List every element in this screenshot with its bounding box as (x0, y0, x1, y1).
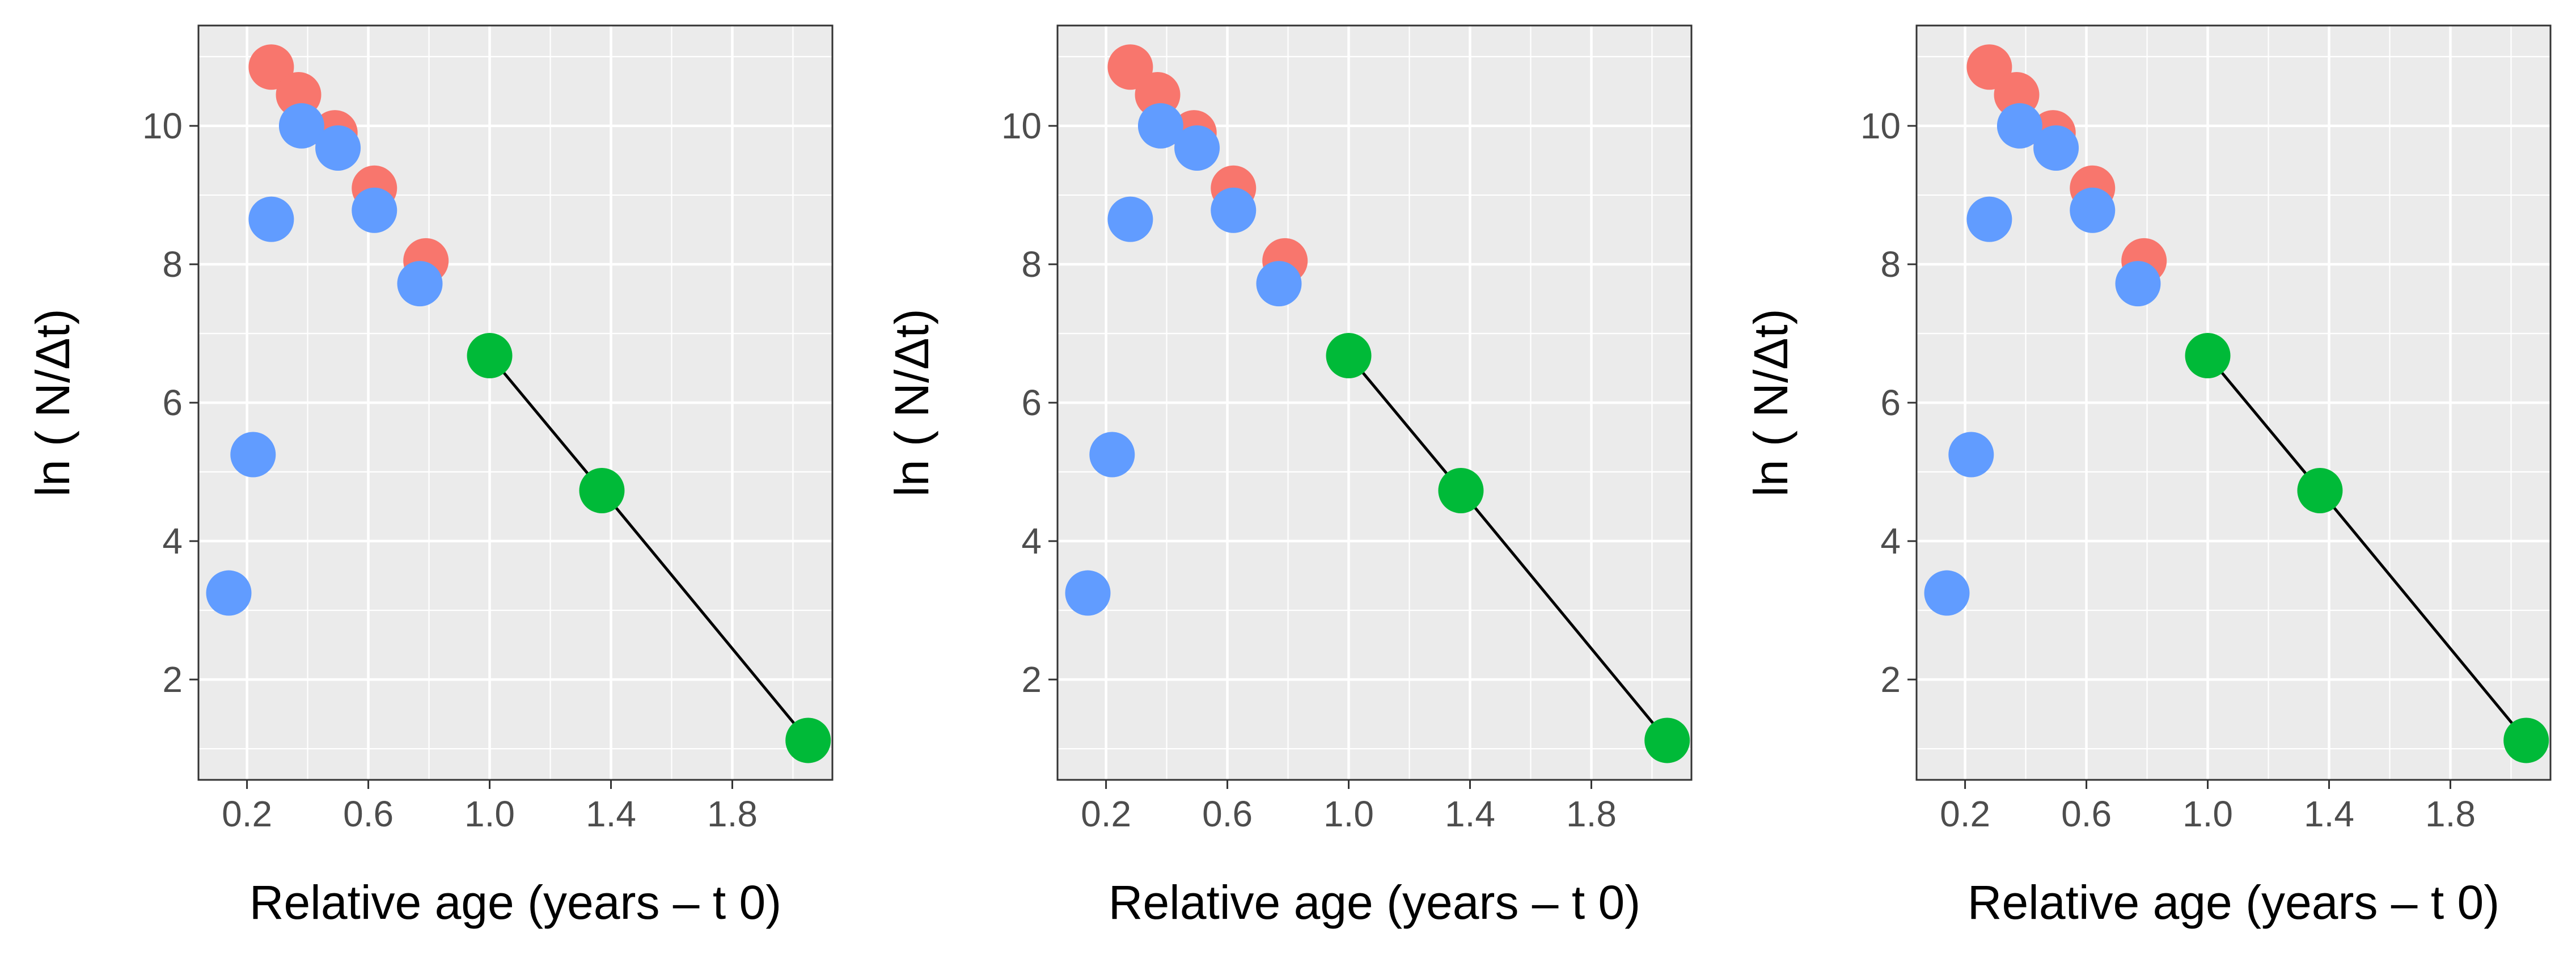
data-point-series-2 (248, 196, 294, 242)
data-point-series-2 (1211, 187, 1257, 233)
data-point-series-2 (278, 103, 324, 149)
x-tick-label: 1.4 (2304, 793, 2354, 834)
x-tick-label: 1.8 (1566, 793, 1617, 834)
data-point-series-3 (785, 717, 831, 763)
data-point-series-2 (1256, 261, 1302, 307)
y-tick-label: 2 (162, 659, 183, 700)
data-point-series-3 (2185, 333, 2231, 379)
data-point-series-3 (579, 467, 625, 513)
chart-panel-3: 0.2 0.6 1.0 1.4 1.8 2 4 6 8 10 Relative age (years… (1744, 24, 2552, 929)
x-tick-label: 0.6 (343, 793, 394, 834)
y-tick-label: 4 (162, 521, 183, 562)
y-tick-label: 10 (1001, 105, 1042, 146)
data-point-series-3 (1644, 717, 1690, 763)
y-tick-label: 4 (1021, 521, 1042, 562)
data-point-series-2 (397, 261, 443, 307)
y-tick-label: 8 (1880, 244, 1901, 285)
y-tick-label: 6 (1021, 382, 1042, 423)
x-tick-label: 0.6 (1202, 793, 1253, 834)
y-tick-label: 8 (162, 244, 183, 285)
data-point-series-1 (1107, 44, 1153, 90)
y-tick-label: 6 (162, 382, 183, 423)
data-point-series-2 (1065, 570, 1111, 616)
x-tick-label: 1.4 (1445, 793, 1495, 834)
y-tick-label: 2 (1880, 659, 1901, 700)
data-point-series-1 (248, 44, 294, 90)
y-axis-title: ln ( N/Δt) (26, 309, 79, 496)
x-tick-label: 0.2 (1940, 793, 1990, 834)
y-tick-label: 4 (1880, 521, 1901, 562)
data-point-series-3 (1326, 333, 1372, 379)
data-point-series-2 (315, 125, 361, 171)
data-point-series-2 (206, 570, 252, 616)
x-tick-label: 0.6 (2061, 793, 2112, 834)
x-axis-title: Relative age (years – t 0) (249, 876, 781, 929)
data-point-series-2 (1966, 196, 2012, 242)
data-point-series-2 (1107, 196, 1153, 242)
x-tick-label: 0.2 (222, 793, 272, 834)
x-axis-title: Relative age (years – t 0) (1109, 876, 1640, 929)
chart-panel-1: 0.2 0.6 1.0 1.4 1.8 2 4 6 8 10 Relative age (years… (26, 24, 834, 929)
data-point-series-2 (2033, 125, 2079, 171)
x-tick-label: 1.8 (2425, 793, 2476, 834)
y-tick-label: 6 (1880, 382, 1901, 423)
y-axis-title: ln ( N/Δt) (885, 309, 938, 496)
data-point-series-2 (1174, 125, 1220, 171)
x-axis-title: Relative age (years – t 0) (1968, 876, 2499, 929)
data-point-series-2 (352, 187, 397, 233)
data-point-series-2 (2115, 261, 2161, 307)
y-tick-label: 10 (1860, 105, 1901, 146)
y-tick-label: 10 (142, 105, 183, 146)
y-tick-label: 8 (1021, 244, 1042, 285)
y-tick-label: 2 (1021, 659, 1042, 700)
x-tick-label: 1.0 (2182, 793, 2233, 834)
chart-panel-2: 0.2 0.6 1.0 1.4 1.8 2 4 6 8 10 Relative age (years… (885, 24, 1693, 929)
y-axis-title: ln ( N/Δt) (1744, 309, 1797, 496)
data-point-series-2 (2070, 187, 2116, 233)
data-point-series-2 (1137, 103, 1183, 149)
data-point-series-2 (1996, 103, 2042, 149)
x-tick-label: 1.4 (586, 793, 636, 834)
data-point-series-3 (467, 333, 513, 379)
x-tick-label: 1.0 (464, 793, 515, 834)
data-point-series-2 (230, 432, 276, 478)
data-point-series-3 (2503, 717, 2549, 763)
x-tick-label: 1.8 (707, 793, 758, 834)
data-point-series-3 (1438, 467, 1484, 513)
data-point-series-1 (1966, 44, 2012, 90)
data-point-series-2 (1924, 570, 1970, 616)
data-point-series-3 (2297, 467, 2343, 513)
x-tick-label: 0.2 (1081, 793, 1131, 834)
x-tick-label: 1.0 (1323, 793, 1374, 834)
data-point-series-2 (1948, 432, 1994, 478)
data-point-series-2 (1089, 432, 1135, 478)
